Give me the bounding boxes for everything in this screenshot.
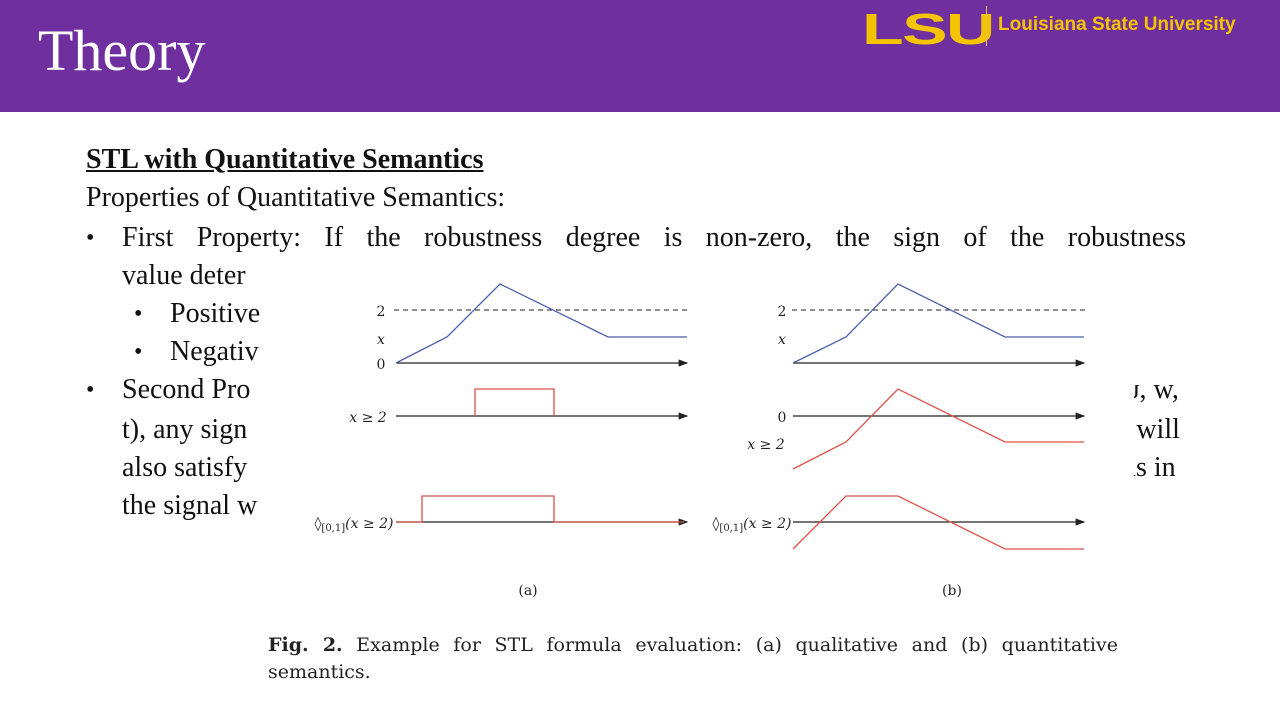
slide-title: Theory xyxy=(38,18,206,83)
label-signal: x xyxy=(778,332,786,348)
signal-curve xyxy=(395,283,687,364)
second-property-line: t), any sign xyxy=(122,414,248,445)
second-property-line: the signal w xyxy=(122,490,258,521)
properties-intro: Properties of Quantitative Semantics: xyxy=(86,182,506,213)
figure-caption: Fig. 2. Example for STL formula evaluati… xyxy=(268,632,1118,686)
stl-figure: 2 x 0 x ≥ 2 ◊[0,1](x ≥ 2) (a) 2 x 0 x ≥ … xyxy=(264,264,1134,692)
lsu-logo: LSU xyxy=(862,5,995,54)
stl-diagram: 2 x 0 x ≥ 2 ◊[0,1](x ≥ 2) (a) 2 x 0 x ≥ … xyxy=(315,283,1086,599)
first-property-text: First Property: If the robustness degree… xyxy=(122,222,1186,253)
robustness-predicate-curve xyxy=(792,388,1084,470)
label-predicate: x ≥ 2 xyxy=(349,410,387,426)
second-property-line: also satisfy xyxy=(122,452,248,483)
second-property-line: Second Pro xyxy=(122,374,251,405)
label-signal: x xyxy=(377,332,385,348)
signal-curve xyxy=(792,283,1084,364)
bullet-dot: • xyxy=(86,225,95,251)
boolean-eventually-pulse xyxy=(396,495,684,523)
panel-label-a: (a) xyxy=(518,583,537,599)
bullet-dot: • xyxy=(86,377,95,403)
bullet-dot: • xyxy=(134,301,143,327)
caption-label: Fig. 2. xyxy=(268,634,343,656)
university-name: Louisiana State University xyxy=(998,14,1236,35)
caption-text: Example for STL formula evaluation: (a) … xyxy=(268,634,1118,683)
bullet-dot: • xyxy=(134,339,143,365)
section-heading: STL with Quantitative Semantics xyxy=(86,144,484,175)
first-property-continued: value deter xyxy=(122,260,246,291)
label-level: 2 xyxy=(778,304,787,320)
boolean-predicate-pulse xyxy=(474,388,555,416)
label-predicate: x ≥ 2 xyxy=(747,437,785,453)
panel-label-b: (b) xyxy=(942,583,962,599)
sub-bullet-positive: Positive xyxy=(170,298,261,329)
header-bar: Theory LSU Louisiana State University xyxy=(0,0,1280,112)
panel-a: 2 x 0 x ≥ 2 ◊[0,1](x ≥ 2) (a) xyxy=(315,283,690,599)
panel-b: 2 x 0 x ≥ 2 ◊[0,1](x ≥ 2) (b) xyxy=(713,283,1086,599)
label-zero: 0 xyxy=(377,357,386,373)
label-zero: 0 xyxy=(778,410,787,426)
robustness-eventually-curve xyxy=(792,495,1084,550)
logo-divider xyxy=(986,6,987,46)
label-eventually: ◊[0,1](x ≥ 2) xyxy=(713,516,792,534)
sub-bullet-negative: Negativ xyxy=(170,336,259,367)
label-eventually: ◊[0,1](x ≥ 2) xyxy=(315,516,394,534)
label-level: 2 xyxy=(377,304,386,320)
